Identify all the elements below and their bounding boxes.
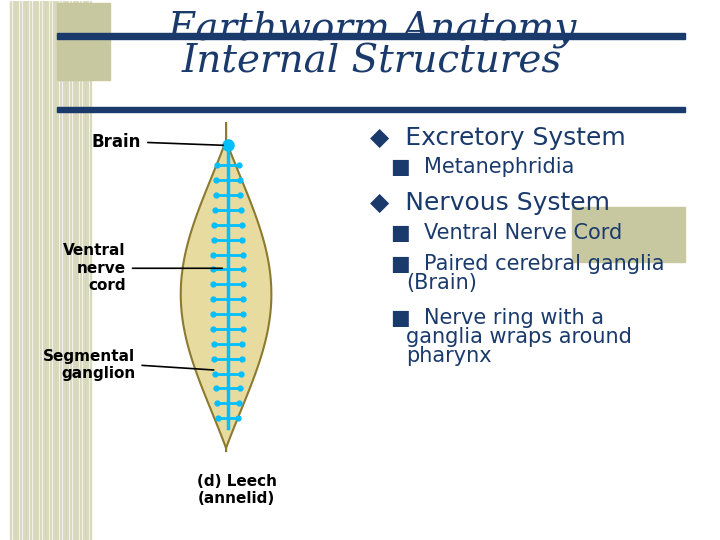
Text: ◆  Nervous System: ◆ Nervous System [370, 191, 610, 215]
Polygon shape [181, 123, 271, 452]
Text: Ventral
nerve
cord: Ventral nerve cord [63, 244, 126, 293]
Bar [17, 1, 18, 540]
Bar [57, 3, 109, 80]
Bar [43, 1, 45, 540]
Bar [40, 1, 41, 540]
Bar [83, 1, 85, 540]
Bar [86, 1, 88, 540]
Text: Brain: Brain [91, 133, 141, 151]
Bar [572, 207, 685, 262]
Text: ◆  Excretory System: ◆ Excretory System [370, 126, 626, 151]
Text: pharynx: pharynx [406, 346, 492, 366]
Bar [9, 1, 12, 540]
Text: Segmental
ganglion: Segmental ganglion [43, 349, 135, 381]
Bar [57, 32, 685, 38]
Text: ganglia wraps around: ganglia wraps around [406, 327, 632, 347]
Text: (d) Leech
(annelid): (d) Leech (annelid) [197, 474, 276, 507]
Bar [73, 1, 75, 540]
Bar [36, 1, 38, 540]
Bar [56, 1, 58, 540]
Bar [80, 1, 81, 540]
Bar [23, 1, 24, 540]
Bar [13, 1, 14, 540]
Bar [19, 1, 22, 540]
Bar [50, 1, 51, 540]
Text: Earthworm Anatomy: Earthworm Anatomy [167, 11, 577, 49]
Bar [53, 1, 55, 540]
Bar [90, 1, 91, 540]
Bar [33, 1, 35, 540]
Bar [46, 1, 48, 540]
Bar [70, 1, 71, 540]
Text: ■  Metanephridia: ■ Metanephridia [391, 157, 575, 177]
Text: ■  Paired cerebral ganglia: ■ Paired cerebral ganglia [391, 254, 665, 274]
Text: (Brain): (Brain) [406, 273, 477, 293]
Text: ■  Nerve ring with a: ■ Nerve ring with a [391, 308, 604, 328]
Text: Internal Structures: Internal Structures [182, 43, 562, 80]
Bar [63, 1, 65, 540]
Bar [26, 1, 28, 540]
Bar [57, 107, 685, 112]
Bar [66, 1, 68, 540]
Bar [30, 1, 31, 540]
Bar [60, 1, 61, 540]
Text: ■  Ventral Nerve Cord: ■ Ventral Nerve Cord [391, 224, 622, 244]
Bar [76, 1, 78, 540]
